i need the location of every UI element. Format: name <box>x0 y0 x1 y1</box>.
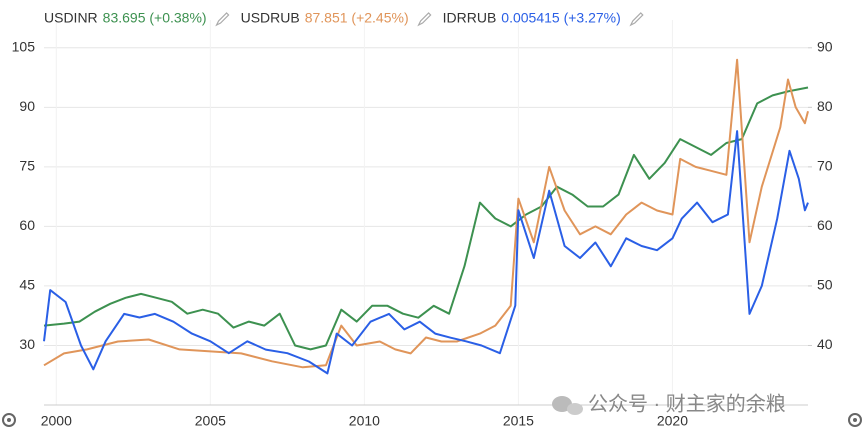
y-tick-label: 30 <box>19 336 35 352</box>
y2-tick-label: 50 <box>817 277 833 293</box>
legend-name: IDRRUB <box>443 10 497 26</box>
series-line <box>43 130 809 375</box>
x-tick-label: 2005 <box>195 413 226 429</box>
y2-tick-label: 90 <box>817 39 833 55</box>
legend-quote: 83.695 (+0.38%) <box>103 10 207 26</box>
x-tick-label: 2000 <box>41 413 72 429</box>
edit-icon <box>215 12 230 27</box>
edit-icon <box>629 12 644 27</box>
y-tick-label: 105 <box>12 38 36 54</box>
legend-name: USDRUB <box>241 10 300 26</box>
y2-tick-label: 80 <box>817 98 833 114</box>
series-line <box>43 86 809 351</box>
y-tick-label: 45 <box>19 277 35 293</box>
legend-item[interactable]: IDRRUB 0.005415 (+3.27%) <box>443 10 644 27</box>
y-tick-label: 60 <box>19 217 35 233</box>
watermark: 公众号 · 财主家的余粮 <box>588 392 786 415</box>
series-line <box>43 58 809 369</box>
y2-tick-label: 70 <box>817 158 833 174</box>
x-tick-label: 2015 <box>503 413 534 429</box>
legend-item[interactable]: USDRUB 87.851 (+2.45%) <box>241 10 432 27</box>
edit-icon <box>417 12 432 27</box>
settings-right[interactable] <box>848 413 862 427</box>
y-tick-label: 75 <box>19 158 35 174</box>
y-tick-label: 90 <box>19 98 35 114</box>
legend-quote: 0.005415 (+3.27%) <box>501 10 620 26</box>
y2-tick-label: 40 <box>817 336 833 352</box>
x-tick-label: 2010 <box>349 413 380 429</box>
settings-left[interactable] <box>2 413 16 427</box>
x-tick-label: 2020 <box>657 413 688 429</box>
legend-quote: 87.851 (+2.45%) <box>305 10 409 26</box>
legend-name: USDINR <box>44 10 98 26</box>
legend-item[interactable]: USDINR 83.695 (+0.38%) <box>44 10 230 27</box>
watermark-icon <box>552 396 583 415</box>
y2-tick-label: 60 <box>817 217 833 233</box>
